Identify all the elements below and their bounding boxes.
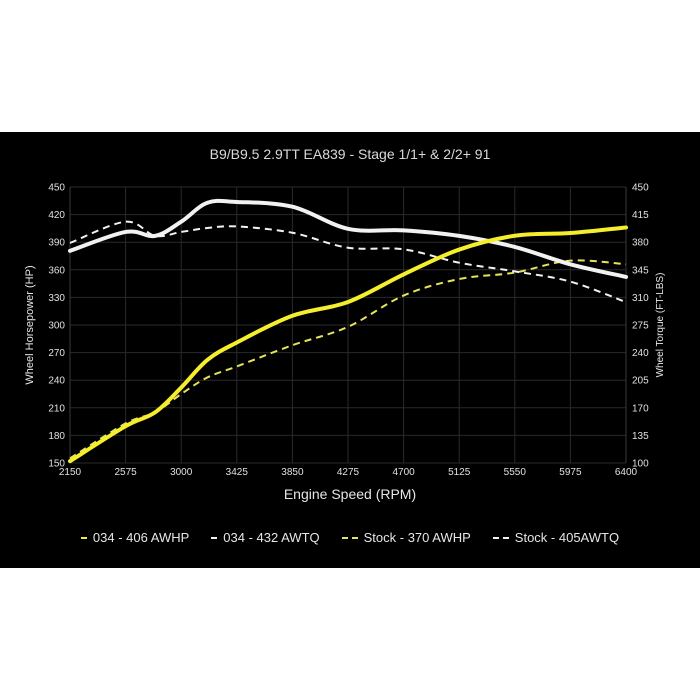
x-tick-label: 6400 (615, 467, 638, 478)
legend-swatch-icon (211, 536, 218, 539)
y2-tick-label: 275 (632, 321, 649, 332)
legend-item: 034 - 406 AWHP (80, 530, 189, 545)
y2-tick-label: 100 (632, 459, 649, 470)
axis-ticks: 150 100 180 135 210 170 240 205 270 240 300 275 330 3… (48, 183, 649, 479)
x-tick-label: 5975 (559, 467, 582, 478)
y-tick-label: 300 (48, 321, 65, 332)
y2-tick-label: 380 (632, 238, 649, 249)
y2-axis-label: Wheel Torque (FT-LBS) (655, 273, 666, 378)
y-tick-label: 240 (48, 376, 65, 387)
y-tick-label: 270 (48, 348, 65, 359)
y2-tick-label: 450 (632, 183, 649, 194)
y2-tick-label: 240 (632, 348, 649, 359)
x-tick-label: 2575 (114, 467, 137, 478)
series-line (69, 220, 627, 304)
y-tick-label: 150 (48, 459, 65, 470)
x-tick-label: 3425 (226, 467, 249, 478)
y-axis-label: Wheel Horsepower (HP) (24, 265, 36, 384)
y-tick-label: 180 (48, 431, 65, 442)
legend-swatch-icon (80, 536, 87, 539)
y-tick-label: 450 (48, 183, 65, 194)
x-tick-label: 2150 (59, 467, 82, 478)
y2-tick-label: 170 (632, 403, 649, 414)
x-tick-label: 5550 (504, 467, 527, 478)
y2-tick-label: 345 (632, 265, 649, 276)
y-tick-label: 390 (48, 238, 65, 249)
x-tick-label: 5125 (448, 467, 471, 478)
x-tick-label: 4700 (392, 467, 415, 478)
series-line (68, 198, 628, 279)
chart-title: B9/B9.5 2.9TT EA839 - Stage 1/1+ & 2/2+ … (209, 146, 491, 162)
x-tick-label: 3000 (170, 467, 193, 478)
legend-item: 034 - 432 AWTQ (211, 530, 320, 545)
series-line (68, 225, 628, 464)
legend-item: Stock - 370 AWHP (341, 530, 471, 545)
legend-swatch-icon (341, 536, 358, 539)
x-axis-label: Engine Speed (RPM) (283, 486, 417, 502)
chart-background (0, 132, 700, 568)
y-tick-label: 210 (48, 403, 65, 414)
gridlines (69, 186, 627, 464)
y2-tick-label: 205 (632, 376, 649, 387)
y-tick-label: 330 (48, 293, 65, 304)
legend: 034 - 406 AWHP 034 - 432 AWTQ Stock - 37… (0, 530, 700, 545)
legend-item: Stock - 405AWTQ (492, 530, 619, 545)
y2-tick-label: 135 (632, 431, 649, 442)
y-tick-label: 420 (48, 210, 65, 221)
legend-swatch-icon (492, 536, 509, 539)
data-lines (68, 198, 628, 464)
x-tick-label: 3850 (281, 467, 304, 478)
y2-tick-label: 415 (632, 210, 649, 221)
y2-tick-label: 310 (632, 293, 649, 304)
y-tick-label: 360 (48, 265, 65, 276)
x-tick-label: 4275 (337, 467, 360, 478)
